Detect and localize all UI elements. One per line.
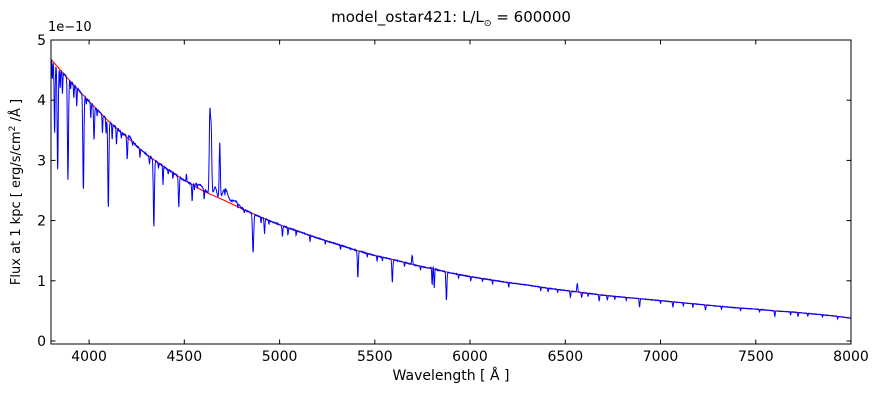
sun-symbol: ⊙: [483, 18, 492, 29]
x-tick-label: 7000: [643, 349, 679, 365]
x-axis-label: Wavelength [ Å ]: [392, 368, 510, 384]
axes-frame: [50, 39, 852, 345]
x-tick-label: 4000: [71, 349, 107, 365]
y-tick-label: 0: [37, 334, 46, 350]
y-tick-label: 4: [37, 93, 46, 109]
plot-title: model_ostar421: L/L⊙ = 600000: [51, 8, 851, 29]
x-tick-label: 7500: [738, 349, 774, 365]
continuum-line: [50, 58, 852, 319]
x-tick-label: 8000: [833, 349, 869, 365]
x-tick-label: 5500: [357, 349, 393, 365]
x-tick-label: 6000: [452, 349, 488, 365]
spectrum-line: [50, 59, 852, 321]
y-tick-label: 1: [37, 274, 46, 290]
x-tick-label: 4500: [166, 349, 202, 365]
y-tick-label: 5: [37, 33, 46, 49]
x-tick-label: 5000: [262, 349, 298, 365]
y-tick-label: 3: [37, 153, 46, 169]
y-axis-offset-text: 1e−10: [48, 20, 92, 35]
plot-title-main: model_ostar421: L/L: [331, 8, 484, 26]
x-tick-label: 6500: [547, 349, 583, 365]
y-tick-label: 2: [37, 214, 46, 230]
y-axis-label: Flux at 1 kpc [ erg/s/cm2 /Å ]: [7, 98, 25, 286]
plot-title-value: = 600000: [491, 8, 571, 26]
